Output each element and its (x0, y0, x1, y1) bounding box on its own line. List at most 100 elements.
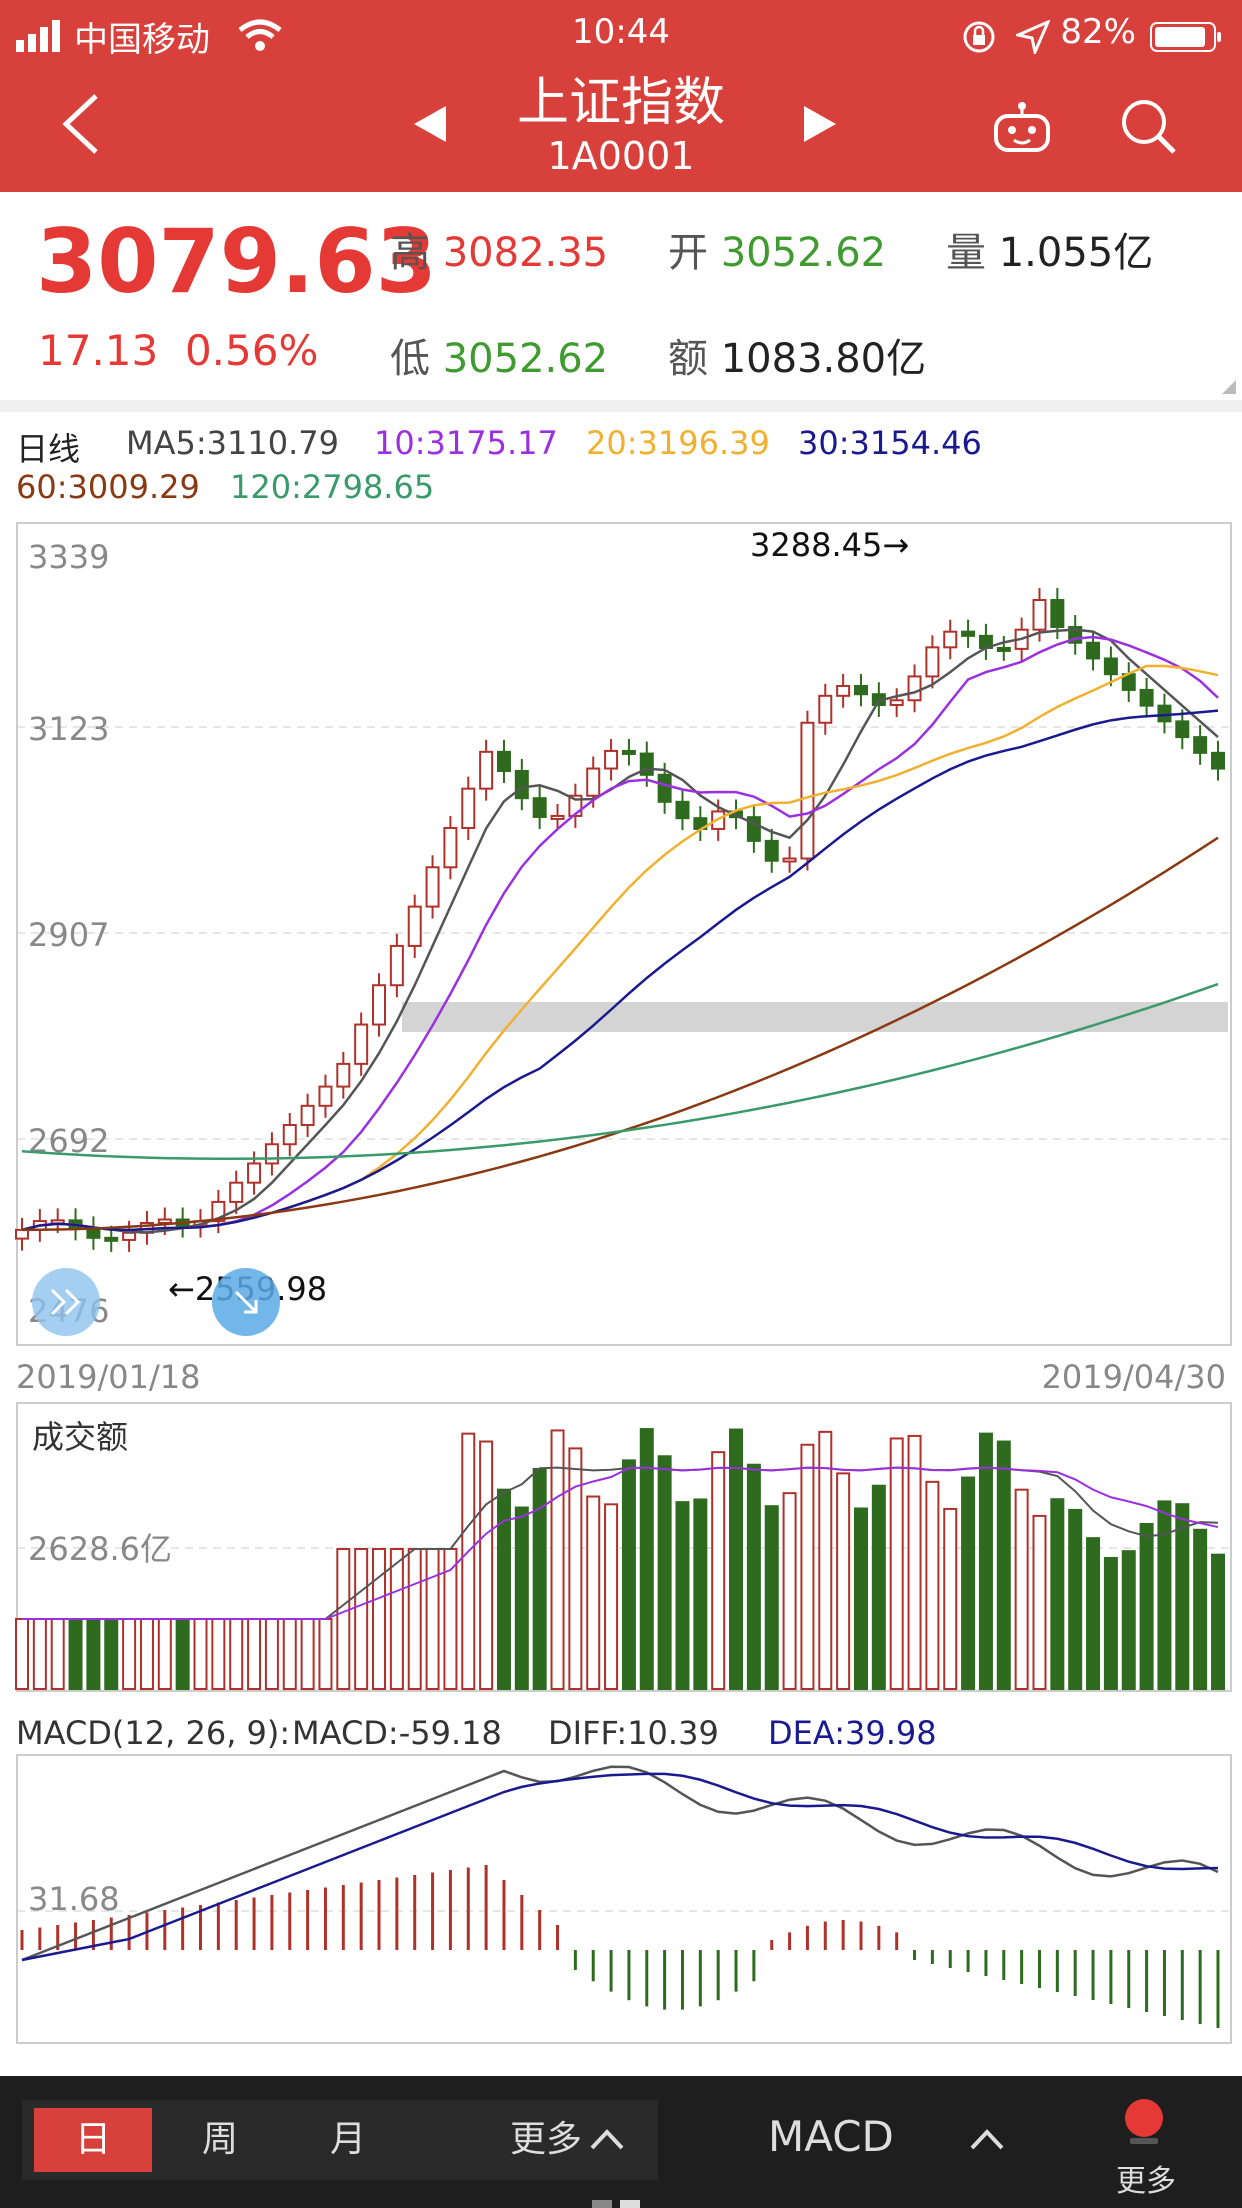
y-tick-label: 3339 (28, 538, 109, 576)
volume-bar (568, 1447, 583, 1690)
chevron-up-icon[interactable] (590, 2128, 624, 2150)
candlestick-chart[interactable]: 3339 3123 2907 2692 2476 3288.45→ ←2559.… (0, 0, 1242, 2076)
volume-bar (889, 1437, 904, 1691)
volume-bar (407, 1548, 422, 1690)
ma20-legend: 20:3196.39 (586, 424, 770, 462)
start-date: 2019/01/18 (16, 1358, 200, 1396)
high-item: 高 3082.35 (390, 220, 608, 278)
end-date: 2019/04/30 (1042, 1358, 1226, 1396)
candle-body (836, 684, 851, 697)
volume-bar (621, 1459, 636, 1690)
candle-body (604, 749, 619, 770)
more-button[interactable]: 更多 (1116, 2164, 1176, 2199)
indicator-selector[interactable]: MACD (768, 2112, 894, 2161)
chevron-up-icon[interactable] (970, 2128, 1004, 2150)
volume-bar (943, 1507, 958, 1691)
arrow-diagonal-icon (234, 1290, 258, 1314)
ma120-legend: 120:2798.65 (230, 468, 435, 506)
volume-bar (532, 1467, 547, 1690)
current-price: 3079.63 (36, 210, 437, 313)
high-value: 3082.35 (442, 230, 609, 276)
candle-body (372, 984, 387, 1026)
volume-bar (729, 1428, 744, 1691)
price-change: 17.13 0.56% (38, 326, 318, 375)
volume-bar (282, 1618, 297, 1690)
volume-bar (1139, 1522, 1154, 1691)
volume-bar (32, 1618, 47, 1690)
previous-stock-icon[interactable] (410, 104, 450, 144)
more-periods-label: 更多 (509, 2119, 582, 2160)
section-divider (0, 400, 1242, 412)
volume-bar (86, 1618, 101, 1690)
candle-body (1157, 704, 1172, 723)
macd-chart-frame (16, 1754, 1232, 2044)
tab-day[interactable]: 日 (34, 2108, 152, 2172)
tab-week[interactable]: 周 (201, 2119, 238, 2160)
tab-month[interactable]: 月 (329, 2119, 366, 2160)
volume-bar (800, 1443, 815, 1690)
volume-bar (229, 1618, 244, 1690)
diff-value: DIFF:10.39 (548, 1714, 719, 1752)
robot-assistant-icon[interactable] (992, 96, 1052, 156)
y-tick-label: 3123 (28, 710, 109, 748)
candle-body (961, 630, 976, 637)
more-dot-icon[interactable] (1124, 2098, 1164, 2146)
expand-corner-icon[interactable] (1222, 380, 1236, 394)
search-icon[interactable] (1118, 96, 1178, 156)
amount-label: 额 (668, 336, 708, 382)
low-label: 低 (390, 336, 430, 382)
diff-line (21, 1765, 1219, 1962)
next-stock-icon[interactable] (800, 104, 840, 144)
volume-bar (300, 1618, 315, 1690)
volume-bar (68, 1618, 83, 1690)
candle-body (443, 826, 458, 869)
volume-bar (1121, 1550, 1136, 1690)
candle-body (104, 1236, 119, 1242)
candle-body (354, 1023, 369, 1065)
candle-body (1175, 720, 1190, 739)
volume-bar (836, 1472, 851, 1690)
volume-bar (479, 1440, 494, 1690)
volume-bar (586, 1495, 601, 1690)
volume-bar (104, 1618, 119, 1690)
candle-body (925, 646, 940, 678)
volume-bar (425, 1548, 440, 1690)
volume-bar (211, 1618, 226, 1690)
macd-tick-label: 31.68 (28, 1880, 120, 1918)
volume-bar (853, 1507, 868, 1690)
stock-code: 1A0001 (547, 134, 695, 178)
period-label[interactable]: 日线 (16, 430, 81, 468)
macd-value: MACD:-59.18 (292, 1714, 502, 1752)
page-title: 上证指数 (516, 73, 725, 133)
candle-body (853, 684, 868, 696)
candle-body (818, 694, 833, 724)
amount-item: 额 1083.80亿 (668, 326, 926, 384)
battery-icon (1150, 22, 1221, 52)
volume-bar (961, 1476, 976, 1690)
candle-body (532, 797, 547, 818)
double-arrow-icon (50, 1288, 81, 1316)
volume-bar (318, 1618, 333, 1690)
back-icon[interactable] (58, 92, 102, 156)
volume-bar (693, 1498, 708, 1690)
candle-body (157, 1218, 172, 1224)
volume-bar (925, 1480, 940, 1691)
candle-body (318, 1085, 333, 1107)
ma30-legend: 30:3154.46 (798, 424, 982, 462)
candle-body (1086, 641, 1101, 660)
more-periods-button[interactable]: 更多 (476, 2108, 616, 2172)
candle-body (514, 769, 529, 800)
volume-bar (1211, 1553, 1225, 1691)
volume-bar (1032, 1514, 1047, 1690)
candle-body (407, 905, 422, 947)
macd-title: MACD(12, 26, 9): (16, 1714, 290, 1752)
candle-body (1211, 751, 1225, 770)
volume-bar (1193, 1528, 1208, 1690)
volume-bar (1175, 1503, 1190, 1691)
volume-bar (782, 1492, 797, 1691)
volume-item: 量 1.055亿 (946, 220, 1153, 278)
volume-bar (389, 1548, 404, 1690)
candle-body (496, 750, 511, 772)
candle-body (15, 1228, 29, 1240)
candle-body (1139, 688, 1154, 707)
